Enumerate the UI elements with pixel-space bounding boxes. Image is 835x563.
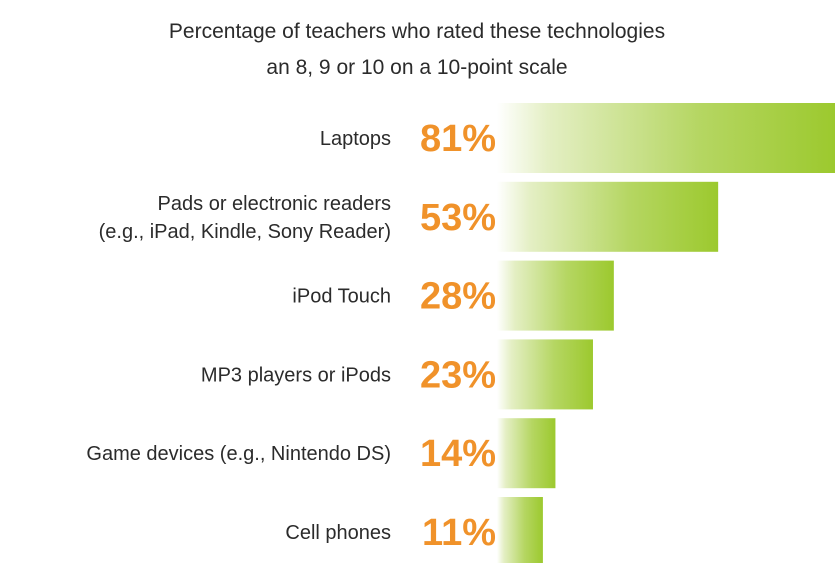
bars xyxy=(497,103,835,563)
value-label: 23% xyxy=(420,354,496,396)
category-label: (e.g., iPad, Kindle, Sony Reader) xyxy=(99,221,391,243)
category-label: Pads or electronic readers xyxy=(158,193,391,215)
bar xyxy=(497,497,543,563)
value-label: 11% xyxy=(422,512,496,554)
value-label: 81% xyxy=(420,118,496,160)
category-label: Cell phones xyxy=(285,522,391,544)
category-label: Game devices (e.g., Nintendo DS) xyxy=(86,443,391,465)
value-labels: 81% 53% 28% 23% 14% 11% xyxy=(420,118,496,554)
bar xyxy=(497,418,556,489)
category-label: MP3 players or iPods xyxy=(201,364,391,386)
category-label: iPod Touch xyxy=(292,286,391,308)
chart-title-line: Percentage of teachers who rated these t… xyxy=(169,20,665,43)
category-labels: Laptops Pads or electronic readers (e.g., … xyxy=(86,128,391,544)
value-label: 14% xyxy=(420,433,496,475)
chart-title: Percentage of teachers who rated these t… xyxy=(169,20,665,79)
bar xyxy=(497,339,593,410)
bar xyxy=(497,260,614,331)
value-label: 53% xyxy=(420,197,496,239)
value-label: 28% xyxy=(420,276,496,318)
bar xyxy=(497,181,719,252)
bar xyxy=(497,103,835,173)
chart-title-line: an 8, 9 or 10 on a 10-point scale xyxy=(266,56,567,79)
category-label: Laptops xyxy=(320,128,391,150)
